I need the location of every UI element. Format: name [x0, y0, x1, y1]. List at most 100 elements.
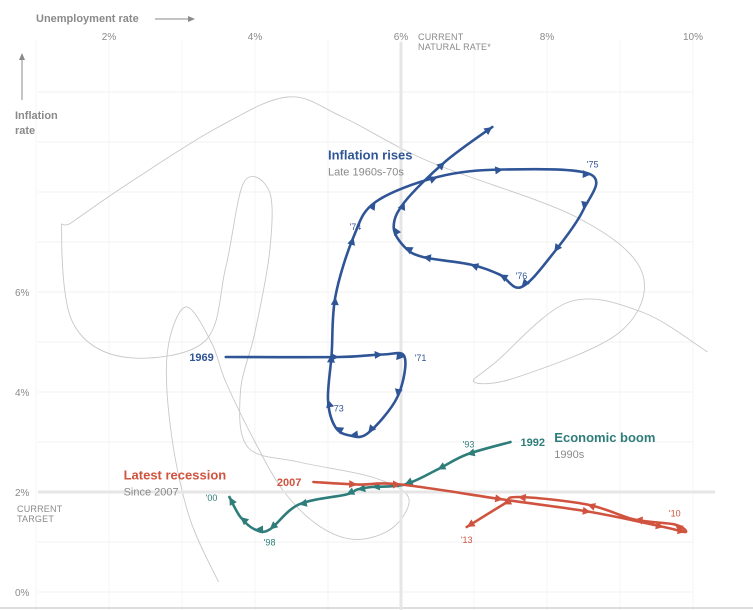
arrowhead-icon	[374, 351, 383, 359]
series-0: 1969 '71 '73 '74 '75 '76	[189, 125, 599, 439]
series-1: 1992 '93 '98 '00	[206, 437, 545, 548]
year-label: '13	[461, 535, 473, 545]
series-name-label: Economic boom	[554, 430, 655, 445]
series-name-label: Latest recession	[124, 468, 227, 483]
series-2: 2007 '10 '13	[277, 477, 688, 545]
arrowhead-icon	[357, 484, 366, 493]
x-tick-label: 4%	[248, 32, 263, 43]
year-label: '10	[669, 509, 681, 519]
arrowhead-icon	[494, 166, 504, 175]
arrowhead-icon	[326, 399, 334, 409]
year-label: 1969	[189, 352, 213, 364]
year-label: '71	[415, 353, 427, 363]
arrowhead-icon	[349, 480, 358, 488]
arrowhead-icon	[582, 506, 591, 515]
x-axis-ticks: 2% 4% 6% 8% 10%	[102, 32, 703, 43]
series-subtitle-label: 1990s	[554, 449, 584, 461]
y-axis-title-line-1: Inflation	[15, 110, 58, 122]
arrowhead-icon	[466, 448, 476, 457]
arrowhead-icon	[422, 254, 432, 263]
x-axis-arrow-icon	[188, 16, 195, 22]
series-line	[312, 480, 688, 534]
natural-rate-label-2: NATURAL RATE*	[418, 42, 491, 52]
x-axis-title: Unemployment rate	[36, 13, 139, 25]
y-tick-label: 6%	[15, 288, 30, 299]
arrowhead-icon	[330, 297, 339, 306]
arrowhead-icon	[437, 462, 447, 470]
year-label: '76	[516, 271, 528, 281]
arrowhead-icon	[436, 162, 445, 171]
arrowhead-icon	[255, 525, 263, 534]
arrowhead-icon	[582, 170, 591, 178]
year-label: '73	[332, 404, 344, 414]
inflation-target-label-1: CURRENT	[17, 504, 63, 514]
year-label: '93	[463, 440, 475, 450]
arrowhead-icon	[349, 430, 359, 439]
arrowhead-icon	[503, 497, 513, 505]
arrowhead-icon	[428, 176, 438, 184]
year-label: '00	[206, 493, 218, 503]
arrowhead-icon	[347, 237, 355, 246]
x-tick-label: 10%	[683, 32, 703, 43]
background-history-line	[61, 96, 708, 583]
y-axis-title-group: Inflation rate	[15, 53, 61, 137]
inflation-target-label-2: TARGET	[17, 514, 54, 524]
arrowhead-icon	[298, 498, 308, 507]
arrowhead-icon	[587, 503, 596, 511]
series-line	[228, 440, 512, 534]
arrowhead-icon	[269, 521, 279, 530]
series-name-label: Inflation rises	[328, 148, 413, 163]
year-label: '98	[264, 538, 276, 548]
arrowhead-icon	[470, 263, 480, 271]
series-subtitle-label: Since 2007	[124, 487, 179, 499]
arrowhead-icon	[494, 494, 504, 503]
year-label: '74	[350, 222, 362, 232]
arrowhead-icon	[346, 487, 356, 495]
arrowhead-icon	[517, 493, 527, 502]
arrowhead-icon	[404, 477, 414, 485]
x-tick-label: 8%	[540, 32, 555, 43]
x-tick-label: 2%	[102, 32, 117, 43]
arrowhead-icon	[396, 352, 405, 361]
series-labels: Inflation rises Late 1960s-70s Economic bo…	[124, 148, 656, 499]
background-history-path	[61, 96, 708, 583]
series-subtitle-label: Late 1960s-70s	[328, 167, 404, 179]
arrowhead-icon	[335, 427, 345, 435]
x-axis-title-group: Unemployment rate	[36, 13, 195, 25]
series-paths: 1969 '71 '73 '74 '75 '76 1992 '93 '98 '00 2007 '10 '…	[189, 125, 688, 548]
x-tick-label: 6%	[394, 32, 409, 43]
arrowhead-icon	[394, 388, 403, 397]
arrowhead-icon	[499, 274, 509, 282]
arrowhead-icon	[674, 524, 684, 533]
year-label: 1992	[521, 437, 545, 449]
arrowhead-icon	[240, 517, 250, 526]
y-tick-label: 4%	[15, 388, 30, 399]
year-label: '75	[587, 160, 599, 170]
natural-rate-label-1: CURRENT	[418, 32, 464, 42]
y-axis-title: Inflation rate	[15, 110, 61, 137]
year-label: 2007	[277, 477, 301, 489]
arrowhead-icon	[393, 227, 402, 236]
arrowhead-icon	[393, 480, 401, 489]
y-axis-ticks: 0% 2% 4% 6%	[15, 288, 30, 599]
arrowhead-icon	[554, 243, 563, 252]
series-line	[224, 125, 598, 439]
arrowhead-icon	[367, 202, 376, 211]
arrowhead-icon	[521, 278, 530, 287]
arrowhead-icon	[483, 127, 493, 135]
y-tick-label: 2%	[15, 488, 30, 499]
y-axis-title-line-2: rate	[15, 125, 35, 137]
y-tick-label: 0%	[15, 588, 30, 599]
arrowhead-icon	[581, 200, 589, 210]
arrowhead-icon	[404, 247, 414, 255]
arrowhead-icon	[655, 521, 664, 530]
arrowhead-icon	[634, 516, 643, 525]
y-axis-arrow-icon	[19, 53, 25, 60]
gridlines	[0, 40, 753, 610]
arrowhead-icon	[368, 424, 377, 433]
arrowhead-icon	[327, 354, 335, 363]
arrowhead-icon	[466, 519, 476, 527]
arrowhead-icon	[229, 497, 237, 506]
